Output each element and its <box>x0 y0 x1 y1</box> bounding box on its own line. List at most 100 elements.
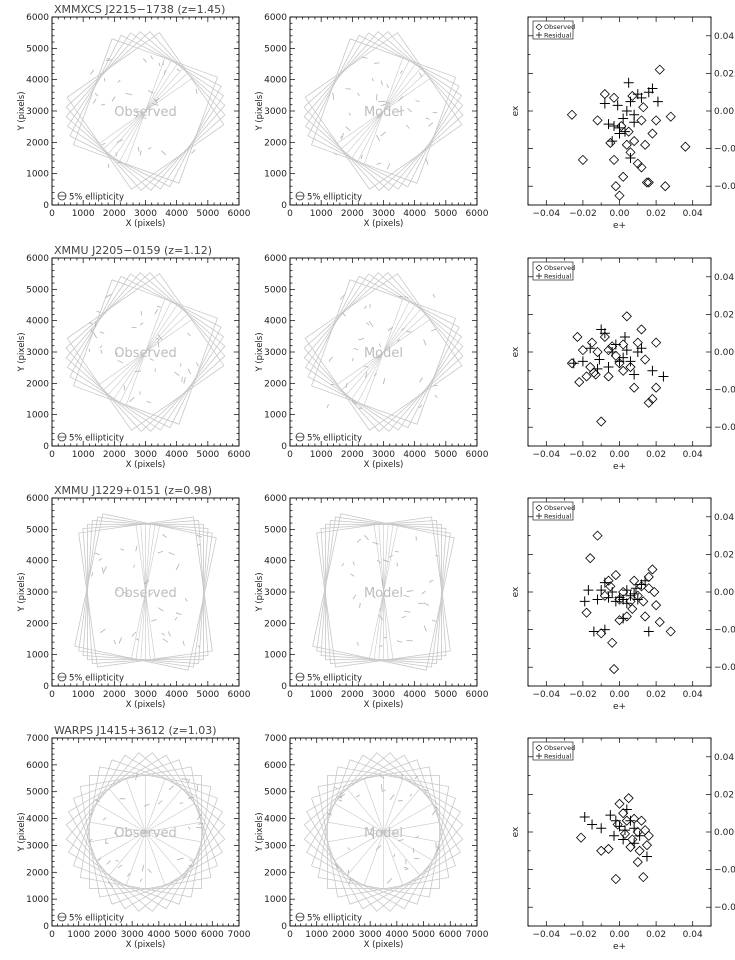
x-tick-label: −0.02 <box>569 690 597 700</box>
y-tick-label: 5000 <box>264 285 287 295</box>
legend-residual: Residual <box>544 273 572 281</box>
y-tick-label: −0.04 <box>714 903 735 913</box>
observed-point <box>643 177 654 188</box>
residual-point <box>636 92 647 103</box>
x-tick-label: 1000 <box>72 690 95 700</box>
y-tick-label: 0 <box>281 442 287 452</box>
x-axis-label: X (pixels) <box>126 219 166 229</box>
observed-point <box>610 350 621 361</box>
whisker <box>347 847 351 851</box>
whisker <box>364 305 367 310</box>
whisker <box>147 147 152 150</box>
residual-point <box>625 815 636 826</box>
observed-point <box>625 841 636 853</box>
whisker <box>147 868 152 873</box>
model-label: Model <box>364 586 403 601</box>
x-tick-label: 5000 <box>196 450 219 460</box>
residual-point <box>583 585 594 596</box>
whisker <box>376 559 381 564</box>
whisker <box>104 78 106 82</box>
whisker <box>134 370 142 373</box>
observed-point <box>621 311 632 322</box>
observed-point <box>603 843 614 854</box>
row-title: WARPS J1415+3612 (z=1.03) <box>54 724 217 737</box>
residual-point <box>640 575 651 586</box>
plot-frame <box>289 737 478 927</box>
ellipticity-scale-label: 5% ellipticity <box>307 914 362 924</box>
observed-point <box>610 570 621 581</box>
whisker <box>182 873 188 878</box>
observed-point <box>621 139 632 150</box>
residual-point <box>603 592 614 603</box>
whisker <box>133 564 135 568</box>
whisker <box>126 873 131 877</box>
whisker <box>176 857 184 861</box>
x-tick-label: 2000 <box>103 450 126 460</box>
x-tick-label: 3000 <box>372 690 395 700</box>
y-tick-label: −0.02 <box>714 866 735 876</box>
whisker <box>181 778 189 780</box>
x-tick-label: 1000 <box>310 209 333 219</box>
whisker <box>375 845 382 851</box>
legend-plus-icon <box>536 273 542 279</box>
y-tick-label: 2000 <box>264 619 287 629</box>
legend-plus-icon <box>536 513 542 519</box>
whisker <box>396 640 403 643</box>
observed-point <box>651 382 662 393</box>
whisker <box>139 391 141 395</box>
observed-point <box>592 115 603 126</box>
whisker <box>115 589 120 591</box>
residual-point <box>612 100 623 111</box>
observed-point <box>641 840 653 851</box>
whisker <box>183 376 186 384</box>
ellipticity-whiskers <box>332 56 438 170</box>
ellipticity-whiskers <box>326 293 438 409</box>
whisker <box>100 628 106 634</box>
observed-points <box>581 530 676 675</box>
whisker <box>141 864 145 872</box>
whisker <box>195 362 199 367</box>
y-tick-label: 5000 <box>26 285 49 295</box>
whisker <box>96 310 101 314</box>
whisker <box>358 337 365 341</box>
chip-outlines <box>312 513 455 671</box>
whisker <box>398 109 405 113</box>
whisker <box>419 72 423 77</box>
x-tick-label: 0.00 <box>609 450 629 460</box>
whisker <box>342 312 346 317</box>
y-tick-label: 5000 <box>26 525 49 535</box>
observed-point <box>577 345 588 356</box>
y-tick-label: 5000 <box>264 44 287 54</box>
whisker <box>378 774 385 779</box>
legend-observed: Observed <box>544 23 575 31</box>
row-3: XMMU J1229+0151 (z=0.98) Observed 5% ellip… <box>17 484 735 712</box>
legend-observed: Observed <box>544 264 575 272</box>
observed-point <box>623 126 634 137</box>
legend-residual: Residual <box>544 32 572 40</box>
y-axis-label: ex <box>511 586 521 597</box>
chip-outlines <box>65 752 226 912</box>
observed-point <box>640 825 651 836</box>
whisker <box>401 616 406 619</box>
observed-point <box>640 611 651 622</box>
observed-point <box>660 181 671 192</box>
x-tick-label: 0.04 <box>683 930 703 940</box>
whisker <box>366 322 370 326</box>
whisker <box>431 810 436 816</box>
observed-point <box>643 583 654 594</box>
legend-diamond-icon <box>535 264 543 272</box>
observed-label: Observed <box>114 105 177 120</box>
residual-point <box>603 362 614 373</box>
whisker <box>167 631 172 637</box>
x-tick-label: 5000 <box>434 209 457 219</box>
y-tick-label: 1000 <box>264 411 287 421</box>
y-tick-label: 7000 <box>26 734 49 744</box>
x-tick-label: 7000 <box>466 930 489 940</box>
whisker <box>107 163 110 168</box>
whisker <box>335 863 339 869</box>
legend-box <box>532 20 574 40</box>
y-tick-label: 1000 <box>26 651 49 661</box>
observed-point <box>636 115 647 126</box>
y-axis-label: Y (pixels) <box>17 572 27 612</box>
chip-gap <box>337 319 430 385</box>
